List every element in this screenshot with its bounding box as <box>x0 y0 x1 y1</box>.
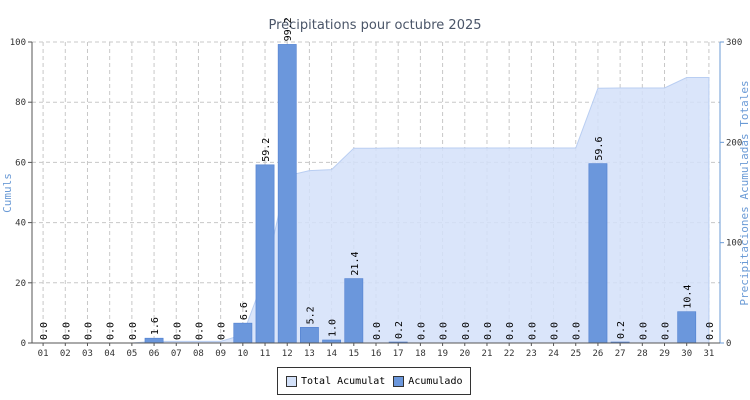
x-tick-label: 12 <box>282 349 293 359</box>
data-label: 0.2 <box>616 321 627 339</box>
data-label: 0.0 <box>661 322 672 340</box>
data-label: 0.0 <box>505 322 516 340</box>
x-tick-label: 04 <box>104 349 115 359</box>
y-axis-right-label: Precipitaciones Acumuladas Totales <box>738 80 750 305</box>
data-label: 0.0 <box>461 322 472 340</box>
x-tick-label: 02 <box>60 349 71 359</box>
data-label: 0.0 <box>194 322 205 340</box>
x-tick-label: 01 <box>38 349 49 359</box>
data-label: 0.0 <box>705 322 716 340</box>
bar <box>300 327 319 344</box>
x-tick-label: 11 <box>260 349 271 359</box>
bar <box>144 337 164 344</box>
bar <box>588 163 608 344</box>
total-area-series <box>43 77 710 344</box>
x-tick-label: 09 <box>215 349 226 359</box>
bar-series <box>144 44 697 344</box>
data-label: 0.0 <box>39 322 50 340</box>
bar <box>277 44 297 344</box>
x-tick-label: 25 <box>570 349 581 359</box>
x-tick-label: 28 <box>637 349 648 359</box>
data-label: 0.0 <box>128 322 139 340</box>
x-tick-label: 13 <box>304 349 315 359</box>
legend-swatch-total <box>286 375 297 387</box>
data-label: 0.0 <box>217 322 228 340</box>
data-label: 59.2 <box>261 138 272 162</box>
x-tick-label: 24 <box>548 349 559 359</box>
data-label: 0.0 <box>372 322 383 340</box>
x-tick-label: 31 <box>703 349 714 359</box>
bar <box>677 311 697 344</box>
x-tick-label: 06 <box>149 349 160 359</box>
data-label: 99.2 <box>283 17 294 41</box>
y-tick-right: 300 <box>726 38 742 48</box>
data-label: 0.0 <box>550 322 561 340</box>
data-label: 1.6 <box>150 317 161 335</box>
x-tick-label: 30 <box>681 349 692 359</box>
y-tick-left: 20 <box>15 279 26 289</box>
x-tick-label: 17 <box>393 349 404 359</box>
data-label: 0.0 <box>106 322 117 340</box>
x-tick-label: 15 <box>348 349 359 359</box>
x-tick-label: 14 <box>326 349 337 359</box>
data-label: 0.0 <box>638 322 649 340</box>
legend-item-total: Total Acumulat <box>286 375 386 387</box>
y-tick-right: 200 <box>726 138 742 148</box>
legend-label-total: Total Acumulat <box>301 375 386 387</box>
data-label: 0.0 <box>483 322 494 340</box>
data-label: 0.0 <box>527 322 538 340</box>
total-area <box>43 77 710 344</box>
x-tick-label: 27 <box>615 349 626 359</box>
y-tick-left: 80 <box>15 98 26 108</box>
legend: Total Acumulat Acumulado <box>277 367 471 395</box>
data-label: 0.0 <box>83 322 94 340</box>
x-tick-label: 08 <box>193 349 204 359</box>
x-tick-label: 20 <box>459 349 470 359</box>
chart-title: Précipitations pour octubre 2025 <box>268 18 481 33</box>
y-tick-left: 0 <box>21 339 26 349</box>
x-tick-label: 07 <box>171 349 182 359</box>
data-label: 0.0 <box>439 322 450 340</box>
legend-label-acumulado: Acumulado <box>408 375 463 387</box>
legend-swatch-acumulado <box>393 375 405 387</box>
x-tick-label: 26 <box>593 349 604 359</box>
bar <box>344 278 364 344</box>
data-label: 6.6 <box>239 302 250 320</box>
data-label: 1.0 <box>328 319 339 337</box>
y-axis-left-label: Cumuls <box>1 173 14 213</box>
x-tick-label: 22 <box>504 349 515 359</box>
data-label: 0.2 <box>394 321 405 339</box>
x-tick-label: 21 <box>482 349 493 359</box>
x-tick-label: 23 <box>526 349 537 359</box>
data-label: 0.0 <box>416 322 427 340</box>
data-label: 59.6 <box>594 137 605 161</box>
x-tick-label: 05 <box>126 349 137 359</box>
data-label: 21.4 <box>350 251 361 275</box>
y-tick-left: 60 <box>15 158 26 168</box>
x-tick-label: 03 <box>82 349 93 359</box>
bar <box>233 322 253 344</box>
data-label: 0.0 <box>172 322 183 340</box>
legend-item-acumulado: Acumulado <box>393 375 463 387</box>
x-tick-label: 18 <box>415 349 426 359</box>
y-tick-left: 100 <box>10 38 26 48</box>
data-label: 0.0 <box>61 322 72 340</box>
x-tick-label: 29 <box>659 349 670 359</box>
data-labels: 0.0 0.0 0.0 0.0 0.0 1.6 0.0 0.0 0.0 6.6 59.2 99.2 5.… <box>39 17 716 340</box>
y-tick-left: 40 <box>15 219 26 229</box>
x-tick-label: 16 <box>371 349 382 359</box>
data-label: 5.2 <box>305 306 316 324</box>
data-label: 0.0 <box>572 322 583 340</box>
axes: 0 20 40 60 80 100 0 100 200 300 01 02 03 04 05 06 07 08 09… <box>10 38 743 359</box>
bar <box>255 164 275 344</box>
x-tick-label: 10 <box>237 349 248 359</box>
data-label: 10.4 <box>683 285 694 309</box>
y-tick-right: 0 <box>726 339 731 349</box>
x-tick-label: 19 <box>437 349 448 359</box>
y-tick-right: 100 <box>726 239 742 249</box>
